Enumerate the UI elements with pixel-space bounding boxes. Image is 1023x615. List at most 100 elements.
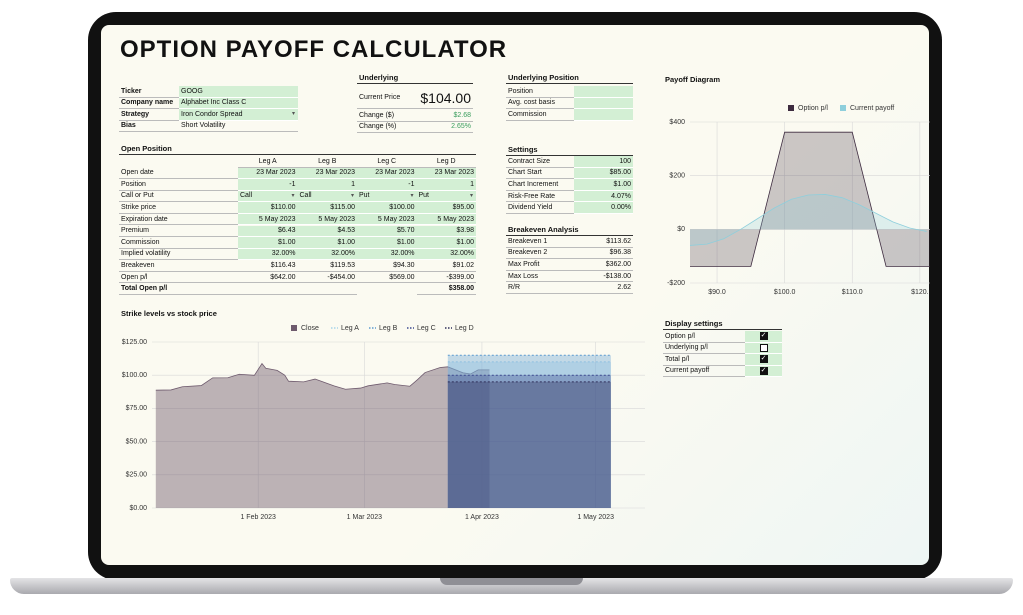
total-label: Total Open p/l xyxy=(119,284,357,296)
y-tick-label: $75.00 xyxy=(126,405,148,412)
leg-value: $110.00 xyxy=(238,202,298,214)
legend-swatch xyxy=(291,325,297,331)
leg-value: 1 xyxy=(416,179,476,191)
row-label: Implied volatility xyxy=(119,249,238,261)
y-tick-label: $25.00 xyxy=(126,472,148,479)
leg-value: $642.00 xyxy=(238,272,298,284)
leg-value: Call xyxy=(297,190,357,203)
position-label: Commission xyxy=(506,109,574,121)
setting-label: Dividend Yield xyxy=(506,202,574,214)
leg-value: 1 xyxy=(297,179,357,191)
leg-value: $94.30 xyxy=(357,260,417,272)
x-tick-label: $100.0 xyxy=(774,289,796,296)
checkbox[interactable] xyxy=(759,355,768,364)
legend-label: Leg C xyxy=(417,325,436,332)
setting-value: $85.00 xyxy=(574,167,633,180)
leg-value: 5 May 2023 xyxy=(416,213,476,226)
leg-value: $1.00 xyxy=(416,237,476,249)
section-title: Display settings xyxy=(663,319,782,330)
leg-value: 5 May 2023 xyxy=(357,213,417,226)
leg-value: $119.53 xyxy=(297,260,357,272)
legend-label: Leg A xyxy=(341,325,359,332)
leg-header: Leg D xyxy=(416,156,476,168)
setting-label: Chart Increment xyxy=(506,179,574,191)
x-tick-label: 1 Apr 2023 xyxy=(465,514,499,521)
leg-value: $1.00 xyxy=(297,237,357,249)
change-value: $2.68 xyxy=(417,110,473,122)
row-label: Premium xyxy=(119,226,238,238)
leg-value: $116.43 xyxy=(238,260,298,272)
series-line xyxy=(155,362,490,391)
page-title: OPTION PAYOFF CALCULATOR xyxy=(120,36,508,63)
legend-swatch xyxy=(788,105,794,111)
info-label: Bias xyxy=(119,121,179,132)
series-line xyxy=(690,131,930,267)
checkbox-cell xyxy=(745,365,782,377)
checkbox-cell xyxy=(745,354,782,366)
info-value: Iron Condor Spread xyxy=(179,109,298,121)
legend-swatch xyxy=(840,105,846,111)
display-label: Current payoff xyxy=(663,366,745,377)
leg-value: Call xyxy=(238,190,298,203)
area-fill xyxy=(690,194,927,246)
setting-value: 100 xyxy=(574,156,633,168)
checkbox[interactable] xyxy=(759,366,768,375)
section-title: Settings xyxy=(506,145,633,156)
leg-value: Put xyxy=(357,190,417,203)
section-title: Breakeven Analysis xyxy=(506,225,633,236)
y-tick-label: $400 xyxy=(669,119,685,126)
setting-value: $96.38 xyxy=(574,248,633,260)
section-title: Underlying Position xyxy=(506,73,633,84)
position-label: Position xyxy=(506,86,574,98)
legend-label: Leg D xyxy=(455,325,474,332)
leg-value: $3.98 xyxy=(416,225,476,238)
checkbox-cell xyxy=(745,342,782,354)
setting-label: Breakeven 2 xyxy=(506,248,574,260)
setting-label: Max Loss xyxy=(506,271,574,283)
strike-band xyxy=(447,375,611,508)
y-tick-label: $0.00 xyxy=(129,505,147,512)
current-price-label: Current Price xyxy=(357,87,417,109)
leg-value: 32.00% xyxy=(297,248,357,261)
leg-value: $1.00 xyxy=(238,237,298,249)
checkbox[interactable] xyxy=(759,343,768,352)
legend-label: Close xyxy=(301,325,319,332)
setting-value: 2.62 xyxy=(574,282,633,294)
display-label: Total p/l xyxy=(663,354,745,366)
position-label: Avg. cost basis xyxy=(506,98,574,109)
checkbox[interactable] xyxy=(759,332,768,341)
area-fill xyxy=(155,363,490,508)
setting-label: Contract Size xyxy=(506,156,574,168)
row-label: Strike price xyxy=(119,202,238,214)
leg-value: 23 Mar 2023 xyxy=(297,167,357,180)
leg-value: 23 Mar 2023 xyxy=(416,167,476,180)
setting-label: Max Profit xyxy=(506,259,574,271)
leg-value: 5 May 2023 xyxy=(238,213,298,226)
setting-value: 4.07% xyxy=(574,190,633,203)
leg-header: Leg B xyxy=(297,156,357,168)
info-label: Ticker xyxy=(119,86,179,98)
leg-value: 23 Mar 2023 xyxy=(238,167,298,180)
laptop-notch xyxy=(440,578,583,585)
row-label: Open date xyxy=(119,168,238,180)
leg-value: -1 xyxy=(238,179,298,191)
strike-band xyxy=(447,381,611,508)
info-value: Alphabet Inc Class C xyxy=(179,97,298,109)
setting-label: R/R xyxy=(506,282,574,294)
section-title: Open Position xyxy=(119,144,476,155)
leg-value: $91.02 xyxy=(416,260,476,272)
y-tick-label: $125.00 xyxy=(122,339,147,346)
position-input xyxy=(574,86,633,98)
legend-label: Current payoff xyxy=(850,105,894,112)
change-value: 2.65% xyxy=(417,122,473,133)
x-tick-label: $110.0 xyxy=(842,289,863,296)
x-tick-label: 1 May 2023 xyxy=(577,514,614,521)
x-tick-label: 1 Feb 2023 xyxy=(240,514,276,521)
row-label: Open p/l xyxy=(119,272,238,284)
strike-band xyxy=(447,361,611,508)
row-label: Position xyxy=(119,179,238,191)
leg-value: $5.70 xyxy=(357,225,417,238)
setting-value: $362.00 xyxy=(574,259,633,271)
change-label: Change ($) xyxy=(357,110,417,122)
